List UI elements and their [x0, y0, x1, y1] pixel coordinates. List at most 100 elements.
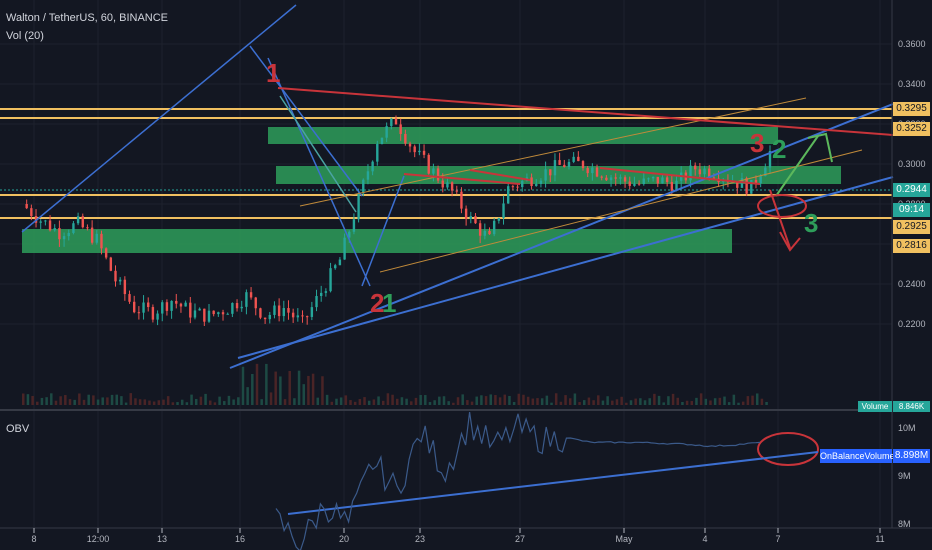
candle-body: [277, 305, 281, 317]
candle-body: [217, 312, 220, 315]
candle-body: [605, 177, 608, 181]
obv-tick-label: 8M: [898, 519, 911, 529]
volume-value: 8.846K: [893, 401, 930, 412]
candle-body: [90, 227, 94, 243]
candle-body: [502, 203, 505, 219]
candle-body: [301, 315, 304, 317]
price-tick-label: 0.2400: [898, 279, 926, 289]
volume-bar: [414, 397, 418, 405]
candle-body: [567, 161, 571, 168]
volume-bar: [709, 400, 712, 405]
candle-body: [390, 118, 393, 127]
annotation-green-2: 2: [772, 134, 786, 164]
red-resistance-4: [599, 167, 761, 185]
candle-body: [689, 165, 692, 181]
volume-bar: [92, 395, 95, 405]
candle-body: [254, 297, 257, 309]
candle-body: [460, 191, 463, 209]
volume-bar: [606, 396, 609, 405]
volume-bar: [143, 399, 147, 405]
volume-bar: [489, 394, 492, 405]
candle-body: [507, 186, 510, 204]
candle-body: [114, 270, 117, 282]
candle-body: [759, 176, 762, 184]
volume-bar: [611, 400, 614, 405]
blue-trendline-3: [229, 103, 894, 369]
candle-body: [539, 180, 543, 184]
candle-body: [151, 307, 155, 320]
candle-body: [62, 236, 66, 240]
candle-body: [474, 216, 477, 224]
candle-body: [413, 146, 416, 153]
candle-body: [282, 308, 285, 317]
volume-bar: [522, 394, 525, 405]
obv-indicator-label[interactable]: OBV: [6, 423, 30, 435]
candle-body: [492, 220, 496, 235]
volume-bar: [685, 400, 689, 405]
volume-bar: [180, 399, 184, 405]
volume-bar: [339, 397, 343, 405]
candle-body: [609, 177, 613, 181]
candle-body: [357, 193, 360, 220]
volume-bar: [330, 401, 334, 405]
volume-bar: [386, 393, 390, 405]
volume-bar: [690, 401, 694, 405]
time-tick-label: 23: [415, 534, 425, 544]
candle-body: [268, 314, 271, 320]
volume-bar: [494, 395, 497, 405]
candle-body: [371, 161, 374, 172]
volume-bar: [237, 397, 240, 405]
candle-body: [86, 227, 89, 229]
annotation-red-2: 2: [370, 288, 384, 318]
candle-body: [170, 300, 173, 311]
candle-body: [231, 303, 234, 314]
obv-value-label: 8.898M: [893, 449, 930, 463]
volume-bar: [475, 396, 478, 405]
volume-bar: [760, 398, 764, 405]
volume-bar: [54, 400, 58, 405]
volume-bar: [466, 400, 469, 405]
price-label-current: 0.2944: [893, 183, 930, 197]
candle-body: [708, 168, 711, 178]
candle-body: [642, 178, 645, 185]
volume-bar: [31, 395, 34, 405]
volume-bar: [78, 393, 81, 405]
volume-indicator-label[interactable]: Vol (20): [6, 30, 44, 42]
orange-channel-1: [299, 97, 807, 207]
price-tick-label: 0.3600: [898, 39, 926, 49]
volume-bar: [26, 394, 30, 405]
obv-tick-label: 9M: [898, 471, 911, 481]
candle-body: [670, 182, 674, 191]
volume-bar: [410, 401, 413, 405]
volume-bar: [676, 397, 679, 405]
symbol-title: Walton / TetherUS, 60, BINANCE: [6, 12, 169, 24]
volume-bar: [157, 400, 161, 405]
candle-body: [516, 186, 519, 188]
volume-bar: [274, 371, 277, 405]
volume-bar: [629, 400, 633, 405]
green-zone-upper: [268, 127, 778, 144]
candle-body: [263, 317, 267, 320]
volume-bar: [405, 398, 408, 405]
volume-bar: [82, 399, 86, 405]
green-arrowhead-up: [807, 132, 833, 163]
candle-body: [745, 178, 748, 194]
annotation-red-1: 1: [266, 58, 280, 88]
candle-body: [240, 306, 243, 309]
volume-bar: [713, 398, 717, 405]
candle-body: [67, 232, 70, 237]
volume-bar: [498, 397, 502, 405]
countdown-timer: 09:14: [893, 203, 930, 217]
volume-bar: [171, 402, 175, 405]
candle-body: [156, 313, 159, 320]
candle-body: [100, 233, 103, 249]
candle-body: [768, 150, 772, 168]
volume-bar: [601, 400, 605, 405]
volume-bar: [307, 375, 310, 405]
candle-body: [754, 180, 758, 184]
volume-bar: [115, 394, 118, 405]
annotation-green-3: 3: [804, 208, 818, 238]
volume-bar: [232, 399, 235, 405]
volume-bar: [129, 393, 133, 405]
